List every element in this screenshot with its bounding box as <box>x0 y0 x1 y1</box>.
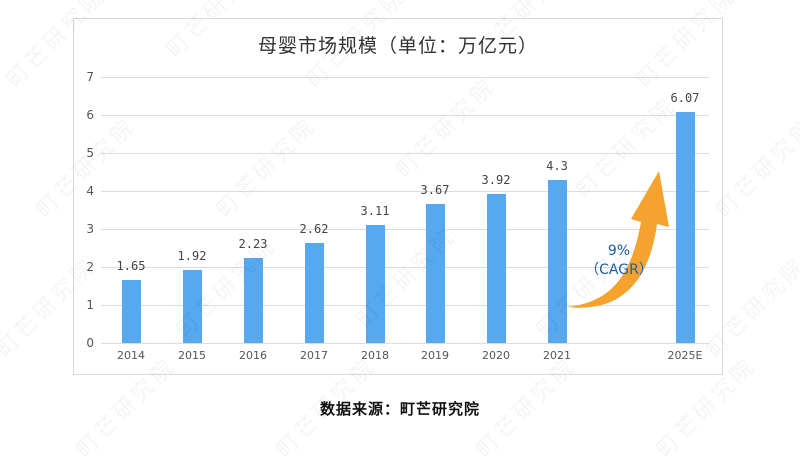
value-label: 1.92 <box>177 249 207 264</box>
value-label: 2.23 <box>238 237 268 252</box>
y-axis-tick: 5 <box>86 146 94 160</box>
chart-frame: 母婴市场规模（单位：万亿元） 0 1 2 3 4 5 6 7 1.65 2014 1.92 2015 2… <box>73 18 723 375</box>
gridline <box>101 267 709 268</box>
x-axis-tick: 2020 <box>482 349 510 362</box>
y-axis-tick: 1 <box>86 298 94 312</box>
y-axis-tick: 6 <box>86 108 94 122</box>
y-axis-tick: 0 <box>86 336 94 350</box>
x-axis-tick: 2021 <box>543 349 571 362</box>
gridline <box>101 229 709 230</box>
x-axis-tick: 2014 <box>117 349 145 362</box>
gridline <box>101 77 709 78</box>
data-source: 数据来源：町芒研究院 <box>319 400 480 418</box>
gridline <box>101 153 709 154</box>
bar-2014 <box>121 280 141 343</box>
cagr-annotation: 9% （CAGR） <box>579 242 659 280</box>
x-axis-tick: 2019 <box>421 349 449 362</box>
bar-2021 <box>547 179 567 343</box>
y-axis-tick: 4 <box>86 184 94 198</box>
x-axis-tick: 2018 <box>361 349 389 362</box>
value-label: 4.3 <box>546 158 568 173</box>
value-label: 3.67 <box>420 182 450 197</box>
cagr-label: （CAGR） <box>585 262 653 278</box>
bar-2020 <box>486 194 506 343</box>
bar-2018 <box>365 224 385 343</box>
growth-arrow-icon <box>567 171 669 308</box>
bar-2015 <box>182 270 202 343</box>
y-axis-tick: 3 <box>86 222 94 236</box>
gridline <box>101 305 709 306</box>
y-axis-tick: 7 <box>86 70 94 84</box>
x-axis-tick: 2017 <box>300 349 328 362</box>
chart-title: 母婴市场规模（单位：万亿元） <box>257 35 538 57</box>
gridline <box>101 343 709 344</box>
gridline <box>101 191 709 192</box>
value-label: 1.65 <box>116 259 146 274</box>
cagr-rate: 9% <box>607 243 631 259</box>
value-label: 2.62 <box>299 222 329 237</box>
bar-2019 <box>425 203 445 343</box>
bar-2017 <box>304 243 324 343</box>
y-axis-tick: 2 <box>86 260 94 274</box>
value-label: 3.92 <box>481 173 511 188</box>
gridline <box>101 115 709 116</box>
x-axis-tick: 2025E <box>667 349 703 362</box>
value-label: 3.11 <box>360 203 390 218</box>
x-axis-tick: 2016 <box>239 349 267 362</box>
bar-2025E <box>675 112 695 343</box>
value-label: 6.07 <box>670 91 700 106</box>
x-axis-tick: 2015 <box>178 349 206 362</box>
plot-area: 0 1 2 3 4 5 6 7 1.65 2014 1.92 2015 2.23 2016 2.62 2017… <box>86 70 709 362</box>
bar-2016 <box>243 258 263 343</box>
